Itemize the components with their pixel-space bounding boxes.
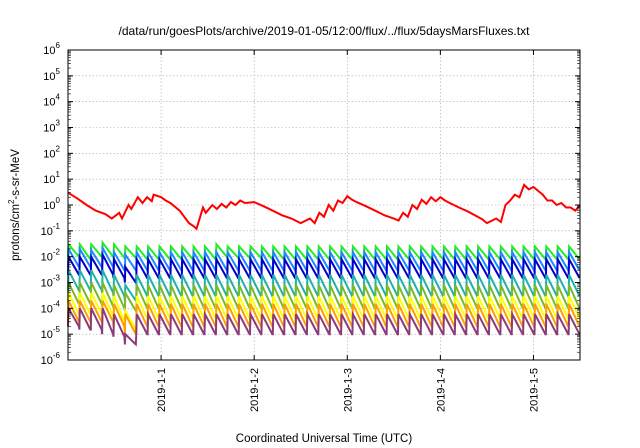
- x-axis: 2019-1-1 2019-1-2 2019-1-3 2019-1-4 2019-1-5: [156, 50, 540, 412]
- x-tick-label: 2019-1-4: [435, 368, 447, 412]
- y-tick-base: 10: [43, 148, 55, 160]
- y-tick-label: 10-6: [41, 351, 61, 367]
- y-tick-base: 10: [43, 123, 55, 135]
- series-line: [67, 292, 581, 334]
- series-line: [67, 282, 581, 314]
- y-tick-label: 103: [43, 119, 60, 135]
- y-tick-label: 102: [43, 144, 60, 160]
- y-tick-base: 10: [43, 97, 55, 109]
- y-tick-exponent: 4: [56, 93, 61, 102]
- x-axis-label: Coordinated Universal Time (UTC): [236, 433, 413, 445]
- y-tick-base: 10: [41, 329, 53, 341]
- y-axis-label-prefix: protons/cm: [10, 204, 22, 261]
- y-axis-label-suffix: -s-sr-MeV: [10, 149, 22, 200]
- y-tick-base: 10: [41, 278, 53, 290]
- y-tick-exponent: -6: [53, 351, 61, 360]
- y-tick-label: 10-2: [41, 248, 61, 264]
- y-tick-exponent: 1: [56, 170, 61, 179]
- y-tick-exponent: -4: [53, 299, 61, 308]
- y-tick-base: 10: [43, 200, 55, 212]
- y-axis-label: protons/cm2-s-sr-MeV: [7, 149, 22, 261]
- y-tick-label: 101: [43, 170, 60, 186]
- series-line: [67, 300, 581, 338]
- x-tick-label: 2019-1-5: [528, 368, 540, 412]
- y-tick-exponent: -1: [53, 222, 61, 231]
- x-tick-label: 2019-1-2: [249, 368, 261, 412]
- chart-title: /data/run/goesPlots/archive/2019-01-05/1…: [119, 24, 531, 38]
- y-tick-base: 10: [41, 355, 53, 367]
- y-tick-base: 10: [41, 226, 53, 238]
- y-tick-exponent: -3: [53, 274, 61, 283]
- y-tick-label: 104: [43, 93, 60, 109]
- y-tick-label: 10-3: [41, 274, 61, 290]
- series-line: [67, 183, 581, 231]
- y-tick-label: 105: [43, 67, 60, 83]
- series-line: [67, 304, 581, 347]
- y-tick-exponent: 6: [56, 41, 61, 50]
- y-tick-exponent: 3: [56, 119, 61, 128]
- x-tick-label: 2019-1-1: [156, 368, 168, 412]
- y-tick-base: 10: [43, 174, 55, 186]
- y-tick-label: 100: [43, 196, 60, 212]
- y-tick-label: 10-5: [41, 325, 61, 341]
- series-line: [67, 250, 581, 286]
- y-tick-exponent: 5: [56, 67, 61, 76]
- y-tick-base: 10: [41, 303, 53, 315]
- y-axis-label-sup: 2: [7, 199, 16, 204]
- y-tick-label: 10-4: [41, 299, 61, 315]
- series-line: [67, 269, 581, 304]
- y-axis: 10-610-510-410-310-210-11001011021031041…: [41, 41, 580, 367]
- y-tick-base: 10: [43, 45, 55, 57]
- y-tick-base: 10: [41, 252, 53, 264]
- series-layer: [67, 183, 581, 347]
- y-tick-label: 10-1: [41, 222, 61, 238]
- x-tick-label: 2019-1-3: [342, 368, 354, 412]
- plot-frame: [67, 49, 581, 361]
- y-tick-exponent: 0: [56, 196, 61, 205]
- y-tick-base: 10: [43, 71, 55, 83]
- y-tick-exponent: -2: [53, 248, 61, 257]
- y-tick-label: 106: [43, 41, 60, 57]
- y-tick-exponent: 2: [56, 144, 61, 153]
- y-tick-exponent: -5: [53, 325, 61, 334]
